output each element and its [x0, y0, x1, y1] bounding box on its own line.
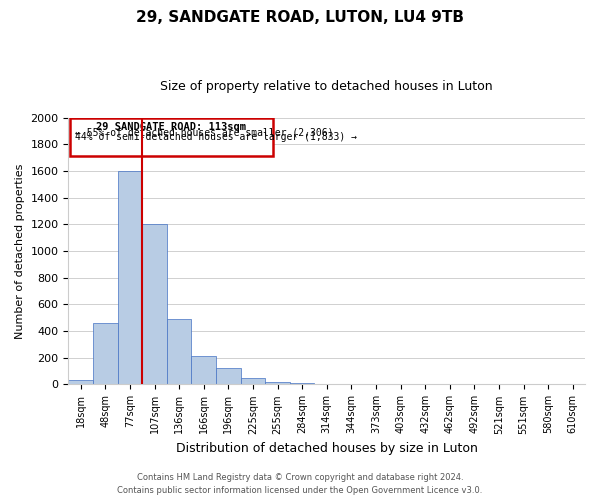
Y-axis label: Number of detached properties: Number of detached properties [15, 164, 25, 339]
Bar [265, 382, 290, 384]
Bar [68, 380, 93, 384]
Text: 44% of semi-detached houses are larger (1,833) →: 44% of semi-detached houses are larger (… [75, 132, 357, 142]
Bar [241, 378, 265, 384]
Text: 29 SANDGATE ROAD: 113sqm: 29 SANDGATE ROAD: 113sqm [97, 122, 247, 132]
Text: Contains HM Land Registry data © Crown copyright and database right 2024.
Contai: Contains HM Land Registry data © Crown c… [118, 474, 482, 495]
Bar [191, 356, 216, 384]
Bar [70, 118, 272, 156]
Bar [118, 171, 142, 384]
Text: 29, SANDGATE ROAD, LUTON, LU4 9TB: 29, SANDGATE ROAD, LUTON, LU4 9TB [136, 10, 464, 25]
Bar [216, 368, 241, 384]
Text: ← 55% of detached houses are smaller (2,306): ← 55% of detached houses are smaller (2,… [75, 127, 334, 137]
Bar [93, 323, 118, 384]
Title: Size of property relative to detached houses in Luton: Size of property relative to detached ho… [160, 80, 493, 93]
X-axis label: Distribution of detached houses by size in Luton: Distribution of detached houses by size … [176, 442, 478, 455]
Bar [290, 383, 314, 384]
Bar [167, 319, 191, 384]
Bar [142, 224, 167, 384]
